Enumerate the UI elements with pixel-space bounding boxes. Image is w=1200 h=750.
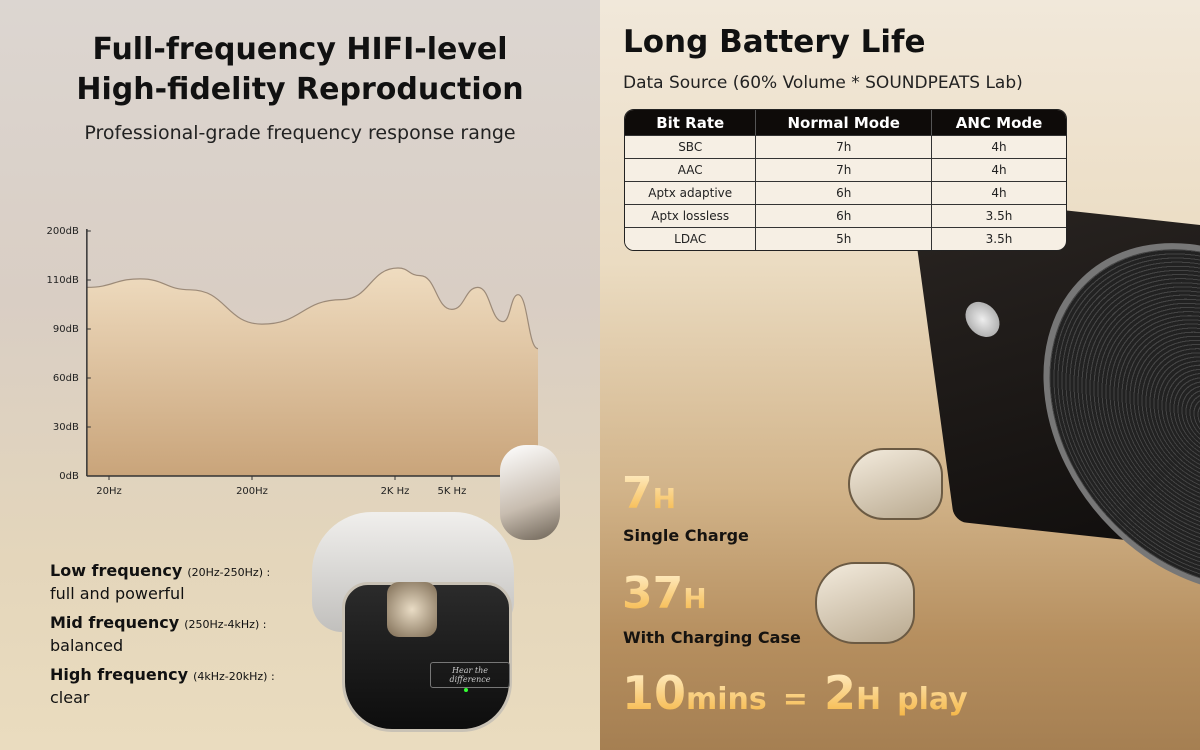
y-tick-label: 90dB bbox=[53, 324, 79, 335]
mid-frequency-note: Mid frequency (250Hz-4kHz) : balanced bbox=[50, 612, 266, 656]
y-tick-label: 110dB bbox=[47, 275, 79, 286]
earbud-image bbox=[500, 445, 560, 540]
charging-case-image: Hear the difference bbox=[312, 512, 514, 742]
title-line-2: High-fidelity Reproduction bbox=[76, 72, 524, 107]
title-line-1: Full-frequency HIFI-level bbox=[92, 32, 508, 67]
frequency-panel: Full-frequency HIFI-level High-fidelity … bbox=[0, 0, 600, 750]
table-cell: 6h bbox=[756, 181, 933, 204]
x-tick-label: 5K Hz bbox=[437, 486, 466, 497]
y-tick-label: 30dB bbox=[53, 422, 79, 433]
table-row: Aptx lossless 6h 3.5h bbox=[625, 204, 1066, 227]
single-charge-value: 7H bbox=[622, 468, 676, 519]
band-desc: balanced bbox=[50, 636, 124, 655]
table-cell: 7h bbox=[756, 135, 933, 158]
table-cell: Aptx lossless bbox=[625, 204, 757, 227]
case-engraving: Hear the difference bbox=[430, 662, 510, 688]
value-number: 2 bbox=[823, 666, 856, 720]
x-tick-label: 200Hz bbox=[236, 486, 268, 497]
y-tick-label: 200dB bbox=[47, 226, 79, 237]
table-cell: AAC bbox=[625, 158, 757, 181]
frequency-response-chart: 0dB 30dB 60dB 90dB 110dB 200dB 20Hz 200Hz 2K Hz 5… bbox=[47, 226, 539, 497]
value-unit: H bbox=[683, 582, 707, 615]
table-row: LDAC 5h 3.5h bbox=[625, 227, 1066, 250]
column-header: Normal Mode bbox=[756, 110, 933, 135]
value-tail: play bbox=[897, 682, 968, 717]
x-tick-label: 2K Hz bbox=[381, 486, 410, 497]
band-range: (4kHz-20kHz) : bbox=[193, 670, 275, 683]
response-area bbox=[86, 268, 538, 476]
y-tick-label: 60dB bbox=[53, 373, 79, 384]
value-number: 7 bbox=[622, 468, 653, 519]
table-row: AAC 7h 4h bbox=[625, 158, 1066, 181]
battery-table: Bit Rate Normal Mode ANC Mode SBC 7h 4h AAC… bbox=[624, 109, 1067, 251]
equals: = bbox=[782, 682, 808, 717]
table-cell: 7h bbox=[756, 158, 933, 181]
case-charge-value: 37H bbox=[622, 568, 707, 619]
table-cell: 4h bbox=[932, 135, 1066, 158]
column-header: ANC Mode bbox=[932, 110, 1066, 135]
table-cell: SBC bbox=[625, 135, 757, 158]
low-frequency-note: Low frequency (20Hz-250Hz) : full and pow… bbox=[50, 560, 270, 604]
band-desc: clear bbox=[50, 688, 90, 707]
data-source: Data Source (60% Volume * SOUNDPEATS Lab… bbox=[623, 73, 1023, 93]
battery-panel: Long Battery Life Data Source (60% Volum… bbox=[600, 0, 1200, 750]
band-desc: full and powerful bbox=[50, 584, 185, 603]
table-cell: 6h bbox=[756, 204, 933, 227]
table-cell: 3.5h bbox=[932, 227, 1066, 250]
table-cell: Aptx adaptive bbox=[625, 181, 757, 204]
value-unit: H bbox=[652, 482, 677, 515]
high-frequency-note: High frequency (4kHz-20kHz) : clear bbox=[50, 664, 275, 708]
table-header-row: Bit Rate Normal Mode ANC Mode bbox=[625, 110, 1066, 135]
table-cell: LDAC bbox=[625, 227, 757, 250]
value-number: 10 bbox=[622, 666, 687, 720]
table-cell: 3.5h bbox=[932, 204, 1066, 227]
band-range: (250Hz-4kHz) : bbox=[184, 618, 267, 631]
table-cell: 4h bbox=[932, 181, 1066, 204]
band-name: High frequency bbox=[50, 665, 188, 684]
band-range: (20Hz-250Hz) : bbox=[187, 566, 271, 579]
table-row: SBC 7h 4h bbox=[625, 135, 1066, 158]
table-cell: 5h bbox=[756, 227, 933, 250]
frequency-title: Full-frequency HIFI-level High-fidelity … bbox=[0, 30, 600, 110]
fast-charge-value: 10mins = 2H play bbox=[622, 666, 968, 720]
value-number: 37 bbox=[622, 568, 684, 619]
band-name: Mid frequency bbox=[50, 613, 180, 632]
battery-title: Long Battery Life bbox=[623, 24, 926, 60]
frequency-subtitle: Professional-grade frequency response ra… bbox=[84, 122, 516, 144]
single-charge-label: Single Charge bbox=[623, 526, 749, 545]
case-charge-label: With Charging Case bbox=[623, 628, 801, 647]
x-tick-label: 20Hz bbox=[96, 486, 122, 497]
column-header: Bit Rate bbox=[625, 110, 757, 135]
table-cell: 4h bbox=[932, 158, 1066, 181]
earbud-image bbox=[815, 562, 915, 644]
y-tick-label: 0dB bbox=[59, 471, 79, 482]
table-row: Aptx adaptive 6h 4h bbox=[625, 181, 1066, 204]
value-unit: mins bbox=[686, 682, 767, 717]
band-name: Low frequency bbox=[50, 561, 183, 580]
value-unit: H bbox=[855, 682, 882, 717]
earbud-image bbox=[848, 448, 943, 520]
response-line bbox=[86, 267, 539, 350]
